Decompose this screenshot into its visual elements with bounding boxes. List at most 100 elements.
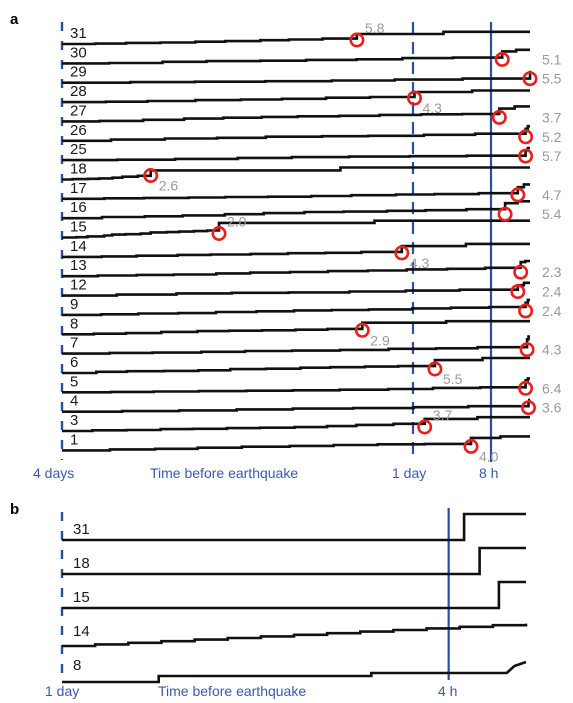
trace-15 bbox=[62, 219, 530, 239]
panel-b-trace-14 bbox=[62, 623, 528, 648]
magnitude-label-8: 2.9 bbox=[370, 332, 390, 348]
event-marker-28 bbox=[406, 90, 422, 106]
trace-30 bbox=[62, 48, 530, 65]
trace-18 bbox=[62, 166, 530, 181]
panel-b-trace-8 bbox=[62, 660, 527, 684]
row-label-1: 1 bbox=[70, 431, 78, 448]
panel-b-row-label-14: 14 bbox=[73, 623, 90, 640]
row-label-4: 4 bbox=[70, 393, 78, 410]
event-marker-12 bbox=[510, 284, 526, 300]
panel-b-trace-15 bbox=[62, 580, 526, 610]
trace-7 bbox=[62, 335, 530, 355]
event-marker-8 bbox=[354, 322, 370, 338]
trace-28 bbox=[62, 89, 530, 104]
event-marker-6 bbox=[427, 361, 443, 377]
panel-b-row-label-31: 31 bbox=[73, 521, 90, 538]
trace-17 bbox=[62, 183, 530, 201]
event-marker-3 bbox=[417, 419, 433, 435]
magnitude-label-27: 3.7 bbox=[542, 109, 562, 125]
trace-31 bbox=[62, 30, 530, 46]
row-label-31: 31 bbox=[70, 25, 87, 42]
magnitude-label-4: 3.6 bbox=[542, 400, 562, 416]
event-marker-17 bbox=[510, 187, 526, 203]
magnitude-label-30: 5.1 bbox=[542, 51, 562, 67]
panel-b-center-axis-label: Time before earthquake bbox=[158, 683, 306, 699]
event-marker-31 bbox=[349, 32, 365, 48]
event-marker-14 bbox=[394, 245, 410, 261]
row-label-13: 13 bbox=[70, 257, 87, 274]
event-marker-30 bbox=[494, 51, 510, 67]
panel-a-markers bbox=[143, 32, 538, 454]
magnitude-label-18: 2.6 bbox=[159, 178, 179, 194]
row-label-16: 16 bbox=[70, 199, 87, 216]
event-marker-7 bbox=[519, 342, 535, 358]
trace-12 bbox=[62, 281, 530, 297]
panel-b-hour-axis-label: 4 h bbox=[438, 683, 457, 699]
magnitude-label-14: 4.3 bbox=[410, 255, 430, 271]
panel-b-trace-31 bbox=[62, 512, 526, 542]
event-marker-25 bbox=[518, 148, 534, 164]
panel-a-magnitude-labels: 5.8 5.1 5.5 4.3 3.7 5.2 5.7 2.6 4.7 5.4 2.0 4.3 2.3 2… bbox=[159, 20, 562, 464]
panel-b-row-labels: 31 18 15 14 8 bbox=[73, 521, 90, 674]
trace-13 bbox=[62, 259, 530, 278]
panel-a-traces bbox=[62, 30, 532, 452]
magnitude-label-28: 4.3 bbox=[423, 100, 443, 116]
row-label-6: 6 bbox=[70, 354, 78, 371]
row-label-25: 25 bbox=[70, 141, 87, 158]
panel-b-row-label-8: 8 bbox=[73, 657, 81, 674]
magnitude-label-26: 5.2 bbox=[542, 129, 562, 145]
trace-8 bbox=[62, 319, 530, 336]
panel-a-day-axis-label: 1 day bbox=[392, 465, 426, 481]
panel-b-row-label-15: 15 bbox=[73, 589, 90, 606]
trace-16 bbox=[62, 200, 530, 220]
magnitude-label-31: 5.8 bbox=[365, 20, 385, 36]
event-marker-4 bbox=[520, 400, 536, 416]
trace-25 bbox=[62, 146, 530, 162]
event-marker-27 bbox=[491, 109, 507, 125]
trace-4 bbox=[62, 398, 531, 413]
panel-b: 31 18 15 14 8 1 day Time before earthquake 4… bbox=[45, 508, 528, 699]
panel-b-trace-18 bbox=[62, 546, 526, 576]
magnitude-label-15: 2.0 bbox=[227, 214, 247, 230]
panel-a-hour-axis-label: 8 h bbox=[479, 465, 498, 481]
magnitude-label-5: 6.4 bbox=[542, 380, 562, 396]
magnitude-label-3: 3.7 bbox=[433, 407, 453, 423]
row-label-14: 14 bbox=[70, 238, 87, 255]
panel-a-label: a bbox=[10, 11, 19, 28]
magnitude-label-7: 4.3 bbox=[542, 342, 562, 358]
panel-b-label: b bbox=[10, 501, 19, 518]
magnitude-label-1: 4.0 bbox=[479, 448, 499, 464]
row-label-18: 18 bbox=[70, 161, 87, 178]
row-label-28: 28 bbox=[70, 83, 87, 100]
panel-a-reference-lines bbox=[60, 22, 493, 462]
row-label-27: 27 bbox=[70, 102, 87, 119]
event-marker-9 bbox=[518, 303, 534, 319]
row-label-17: 17 bbox=[70, 180, 87, 197]
panel-b-row-label-18: 18 bbox=[73, 555, 90, 572]
row-label-3: 3 bbox=[70, 412, 78, 429]
event-marker-13 bbox=[513, 264, 529, 280]
row-label-29: 29 bbox=[70, 64, 87, 81]
event-marker-16 bbox=[497, 206, 513, 222]
magnitude-label-12: 2.4 bbox=[542, 284, 562, 300]
row-label-26: 26 bbox=[70, 122, 87, 139]
magnitude-label-9: 2.4 bbox=[542, 303, 562, 319]
trace-26 bbox=[62, 124, 530, 143]
magnitude-label-13: 2.3 bbox=[542, 264, 562, 280]
event-marker-29 bbox=[522, 71, 538, 87]
panel-b-traces bbox=[62, 512, 528, 684]
trace-14 bbox=[62, 242, 530, 259]
event-marker-15 bbox=[211, 226, 227, 242]
row-label-8: 8 bbox=[70, 315, 78, 332]
trace-29 bbox=[62, 70, 532, 84]
trace-5 bbox=[62, 377, 530, 394]
row-label-15: 15 bbox=[70, 219, 87, 236]
panel-b-left-axis-label: 1 day bbox=[45, 683, 79, 699]
panel-b-reference-lines bbox=[60, 508, 450, 680]
trace-27 bbox=[62, 105, 530, 123]
event-marker-1 bbox=[463, 438, 479, 454]
event-marker-18 bbox=[143, 168, 159, 184]
